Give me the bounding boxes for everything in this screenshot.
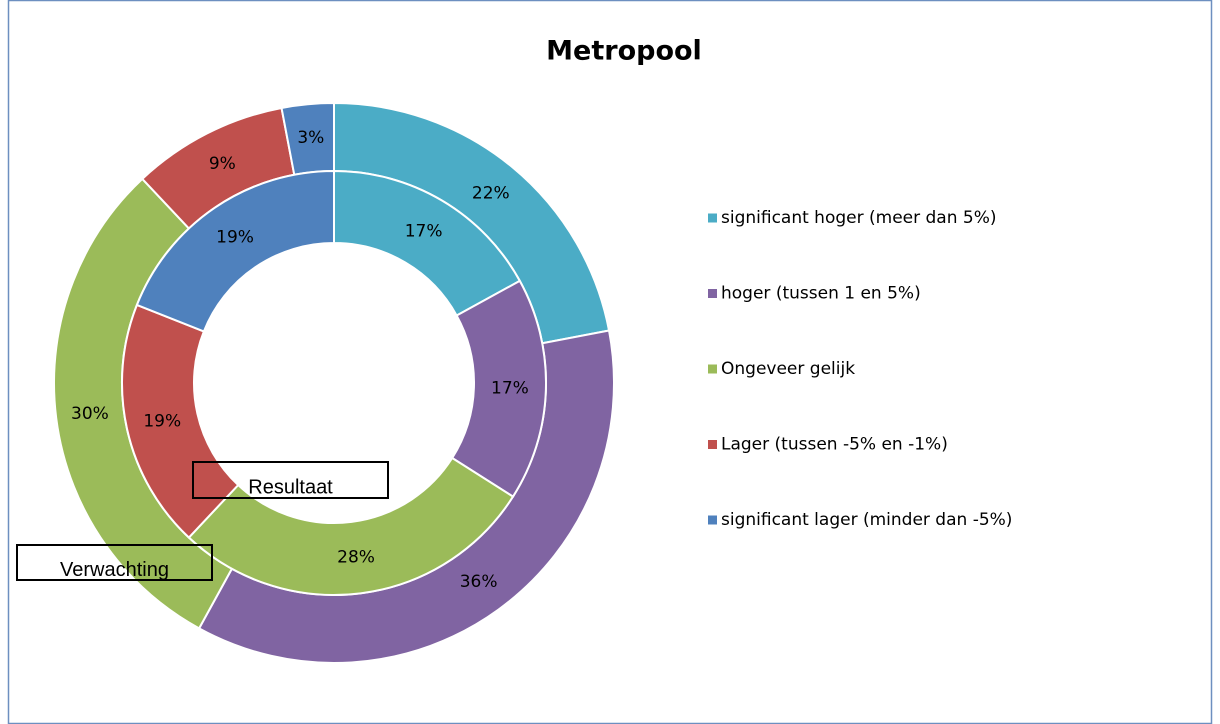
chart-title: Metropool xyxy=(546,36,702,67)
data-label: 36% xyxy=(460,572,498,592)
data-label: 17% xyxy=(491,379,529,399)
doughnut-slice xyxy=(135,169,335,333)
legend-swatch xyxy=(708,289,717,298)
data-label: 28% xyxy=(337,548,375,568)
data-label: 19% xyxy=(143,411,181,431)
annotation: Verwachting xyxy=(60,559,169,581)
legend-label: significant hoger (meer dan 5%) xyxy=(721,208,997,228)
data-label: 17% xyxy=(405,222,443,242)
legend-label: significant lager (minder dan -5%) xyxy=(721,510,1012,530)
legend-swatch xyxy=(708,364,717,374)
legend-swatch xyxy=(708,515,717,525)
data-label: 19% xyxy=(216,227,254,247)
annotation-box xyxy=(192,461,389,499)
legend-swatch xyxy=(708,213,717,223)
data-label: 3% xyxy=(297,128,324,148)
data-label: 22% xyxy=(472,183,510,203)
legend-swatch xyxy=(708,440,717,449)
data-label: 9% xyxy=(209,154,236,174)
annotation-box xyxy=(16,544,213,581)
legend-label: Ongeveer gelijk xyxy=(721,359,855,379)
annotation: Resultaat xyxy=(248,476,333,498)
data-label: 30% xyxy=(71,404,109,424)
legend-label: hoger (tussen 1 en 5%) xyxy=(721,284,921,304)
legend-label: Lager (tussen -5% en -1%) xyxy=(721,435,948,455)
